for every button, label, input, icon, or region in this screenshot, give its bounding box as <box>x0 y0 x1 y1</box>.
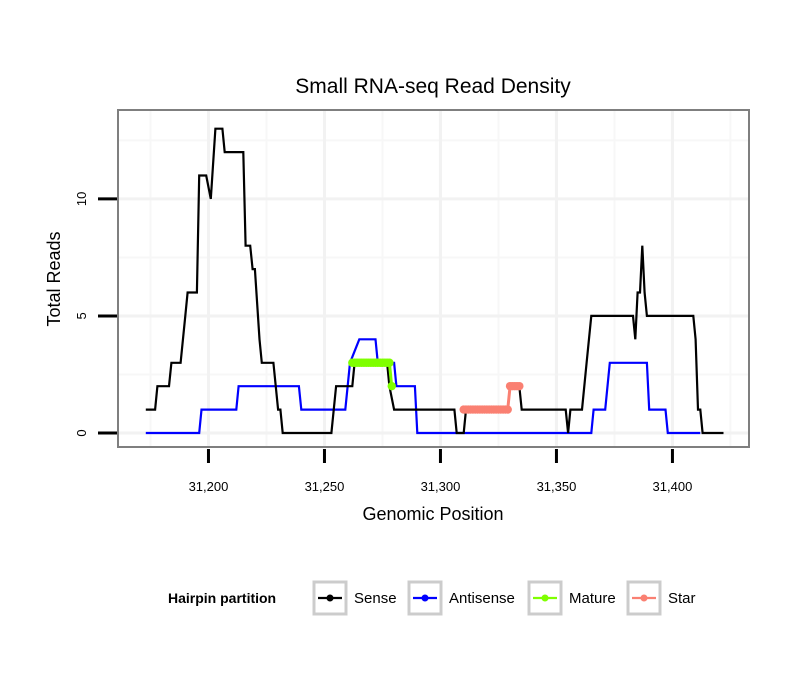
x-tick-label: 31,350 <box>537 479 577 494</box>
series-layer <box>145 127 724 435</box>
legend-key-point <box>326 594 334 602</box>
legend-label: Star <box>668 590 696 607</box>
legend-title: Hairpin partition <box>168 590 276 606</box>
x-axis-label: Genomic Position <box>362 504 503 524</box>
x-axis: 31,200 31,250 31,300 31,350 31,400 <box>189 449 693 494</box>
legend-item-antisense: Antisense <box>407 580 515 616</box>
legend-label: Sense <box>354 590 397 607</box>
legend-label: Antisense <box>449 590 515 607</box>
data-point-mature <box>385 358 394 367</box>
data-point-star <box>503 405 512 414</box>
x-tick-label: 31,250 <box>305 479 345 494</box>
y-axis: 0 5 10 <box>74 192 117 437</box>
chart-title: Small RNA-seq Read Density <box>295 75 571 98</box>
data-point-star <box>515 381 524 391</box>
data-point-mature <box>387 381 396 391</box>
legend-item-star: Star <box>626 580 696 616</box>
legend-key-point <box>541 594 549 602</box>
legend-item-mature: Mature <box>527 580 616 616</box>
legend-key-point <box>421 594 429 602</box>
panel-border <box>117 109 750 448</box>
y-axis-label: Total Reads <box>44 231 64 326</box>
legend-label: Mature <box>569 590 616 607</box>
x-tick-label: 31,400 <box>653 479 693 494</box>
legend-item-sense: Sense <box>312 580 397 616</box>
series-line-antisense <box>145 338 701 435</box>
plot-panel <box>117 109 750 448</box>
x-tick-label: 31,200 <box>189 479 229 494</box>
y-tick-label: 5 <box>74 312 89 319</box>
y-tick-label: 0 <box>74 429 89 436</box>
y-tick-label: 10 <box>74 192 89 206</box>
legend: Hairpin partition Sense Antisense Mature St… <box>168 580 696 616</box>
x-tick-label: 31,300 <box>421 479 461 494</box>
legend-key-point <box>640 594 648 602</box>
